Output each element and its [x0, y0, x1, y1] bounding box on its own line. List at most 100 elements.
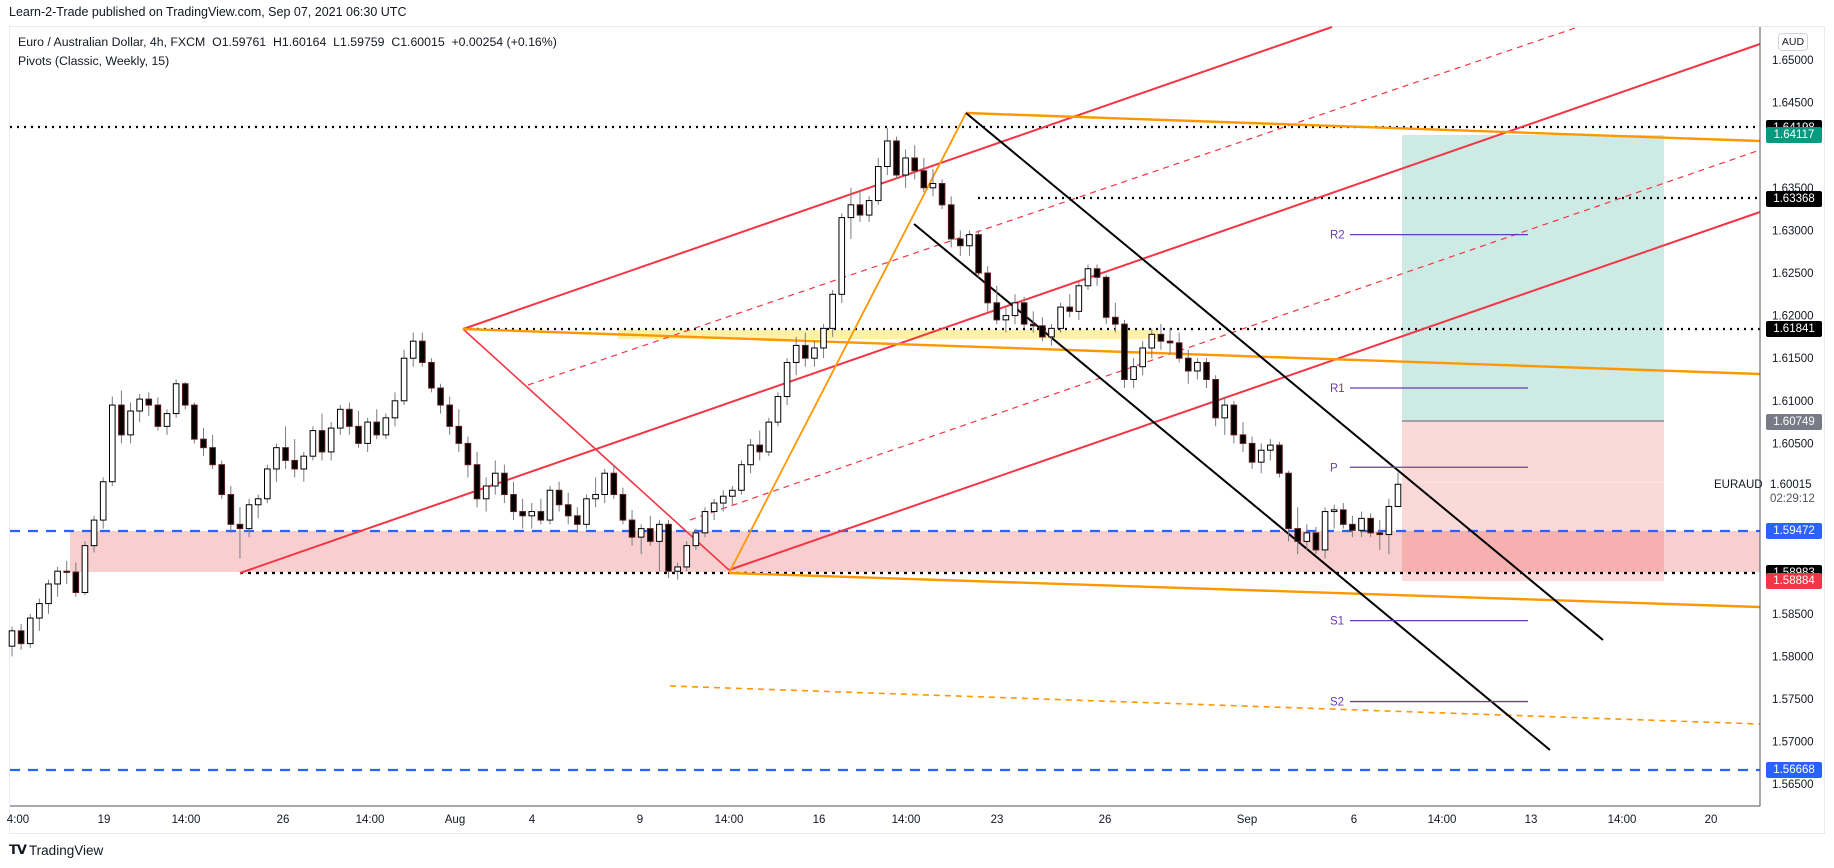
candle — [756, 444, 764, 453]
candle — [1157, 333, 1165, 342]
candle — [792, 344, 800, 363]
candle — [1020, 302, 1028, 325]
candle — [145, 398, 153, 406]
candle — [537, 511, 545, 521]
candle — [1002, 315, 1010, 321]
candle — [510, 494, 517, 513]
price-tick: 1.61500 — [1772, 353, 1814, 365]
candle — [637, 528, 645, 538]
candle — [528, 511, 536, 517]
candle — [546, 489, 554, 521]
candle — [747, 444, 754, 466]
currency-button[interactable]: AUD — [1778, 33, 1808, 51]
candle — [719, 495, 727, 504]
candle — [847, 204, 855, 219]
price-tick: 1.62500 — [1772, 268, 1814, 280]
time-axis-ticks[interactable]: 4:00 19 14:00 26 14:00 Aug 4 9 14:00 16 14:00 23 26 S… — [7, 814, 1718, 826]
candle — [1029, 323, 1037, 327]
candle — [957, 238, 964, 247]
legend-open-label: O — [212, 35, 222, 49]
candle — [1130, 366, 1137, 381]
symbol-label: EURAUD — [1714, 479, 1763, 491]
price-tick: 1.57500 — [1772, 694, 1814, 706]
price-tick: 1.62000 — [1772, 311, 1814, 323]
legend-indicator[interactable]: Pivots (Classic, Weekly, 15) — [18, 54, 170, 68]
candle — [163, 413, 171, 427]
candle — [975, 234, 982, 274]
time-tick: 13 — [1525, 814, 1538, 826]
candle — [1248, 442, 1256, 463]
candle — [1358, 517, 1365, 531]
candle — [628, 519, 636, 538]
candle — [610, 472, 618, 496]
candle — [1339, 509, 1347, 525]
price-tick: 1.65000 — [1772, 55, 1814, 67]
candle — [884, 140, 891, 168]
zones-layer — [70, 135, 1760, 581]
candle — [1175, 342, 1183, 359]
candle — [491, 472, 499, 487]
price-tick: 1.57000 — [1772, 737, 1814, 749]
candle — [227, 494, 235, 525]
candle — [1166, 340, 1174, 344]
chart-legend: Euro / Australian Dollar, 4h, FXCM O1.59… — [18, 33, 557, 71]
candle — [45, 583, 52, 605]
price-tag: 1.58884 — [1766, 573, 1822, 590]
candle — [273, 447, 280, 470]
time-tick: 19 — [98, 814, 111, 826]
candle — [902, 157, 909, 176]
candle — [254, 498, 262, 506]
candle — [874, 166, 882, 202]
pivot-levels: R2 R1 P S1 S2 — [1330, 230, 1528, 709]
position-profit-zone[interactable] — [1402, 135, 1664, 421]
price-tag: 1.56668 — [1766, 761, 1822, 778]
descending-channel[interactable] — [913, 112, 1604, 751]
candle — [829, 293, 836, 329]
candle — [1093, 268, 1101, 278]
candle — [99, 481, 107, 521]
candle — [665, 523, 672, 572]
candle — [1102, 276, 1110, 318]
time-tick: 26 — [277, 814, 290, 826]
legend-open: 1.59761 — [221, 35, 267, 49]
candle — [1385, 505, 1393, 536]
price-axis-ticks[interactable]: 1.650001.645001.635001.630001.625001.620… — [1772, 55, 1814, 791]
candle — [1294, 528, 1301, 542]
price-tag: 1.61841 — [1766, 321, 1822, 338]
candle — [1011, 302, 1019, 317]
candle — [738, 464, 745, 491]
candle — [774, 396, 782, 423]
candle — [473, 464, 481, 500]
time-tick: 14:00 — [1428, 814, 1457, 826]
candle — [8, 630, 16, 647]
legend-close: 1.60015 — [400, 35, 445, 49]
candle — [592, 494, 599, 500]
legend-low: 1.59759 — [340, 35, 385, 49]
candle — [54, 570, 61, 585]
candle — [1267, 444, 1274, 451]
candle — [309, 430, 317, 457]
candle — [318, 430, 326, 453]
candle — [90, 519, 98, 547]
candle — [1121, 323, 1128, 380]
candle — [109, 404, 116, 483]
time-tick: 14:00 — [715, 814, 744, 826]
candle — [1039, 325, 1046, 338]
candle — [683, 545, 691, 568]
time-tick: 14:00 — [356, 814, 385, 826]
time-tick: 20 — [1705, 814, 1718, 826]
candle — [136, 398, 143, 412]
candle — [619, 494, 627, 521]
price-tick: 1.63000 — [1772, 225, 1814, 237]
candle — [464, 442, 472, 466]
candle — [765, 421, 773, 453]
candle — [1057, 306, 1064, 329]
candle — [920, 170, 928, 189]
tradingview-logo[interactable]: 𝗧𝗩 TradingView — [9, 842, 103, 858]
trendlines-orange[interactable] — [462, 111, 1761, 725]
candle — [938, 183, 946, 206]
price-tick: 1.60500 — [1772, 438, 1814, 450]
candle — [1349, 523, 1356, 531]
candle — [118, 404, 125, 436]
